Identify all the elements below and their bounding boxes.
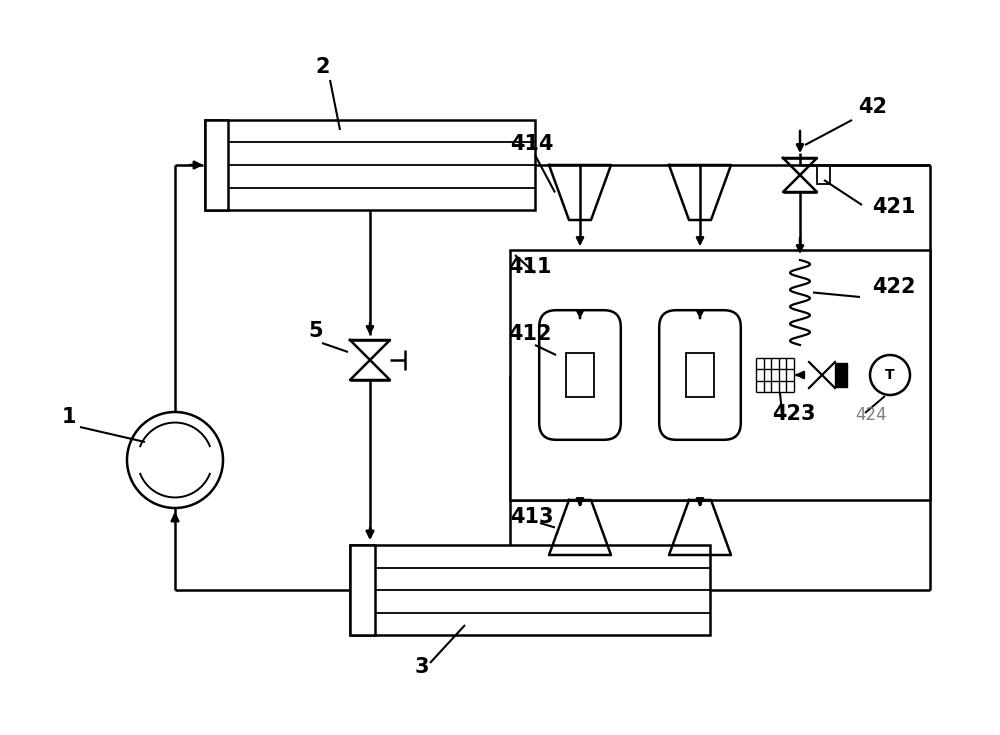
Bar (817, 166, 830, 184)
Bar (835, 363, 847, 387)
Text: 423: 423 (772, 404, 816, 424)
Text: 413: 413 (510, 507, 554, 527)
Bar (510, 250, 930, 500)
Text: 42: 42 (858, 97, 887, 117)
Bar (205, 120, 228, 210)
Text: 421: 421 (872, 197, 916, 217)
Text: 2: 2 (315, 57, 330, 77)
Bar (566, 353, 594, 397)
Bar (350, 545, 375, 635)
Text: 3: 3 (415, 657, 430, 677)
Circle shape (870, 355, 910, 395)
Circle shape (127, 412, 223, 508)
FancyBboxPatch shape (539, 310, 621, 440)
FancyBboxPatch shape (659, 310, 741, 440)
Bar (350, 545, 710, 635)
Bar (686, 353, 714, 397)
Text: 424: 424 (855, 406, 887, 424)
Text: 411: 411 (508, 257, 552, 277)
Text: 5: 5 (308, 321, 323, 341)
Bar (205, 120, 535, 210)
Text: 422: 422 (872, 277, 916, 297)
Text: 1: 1 (62, 407, 76, 427)
Text: 412: 412 (508, 324, 552, 344)
Text: T: T (885, 368, 895, 382)
Text: 414: 414 (510, 134, 554, 154)
